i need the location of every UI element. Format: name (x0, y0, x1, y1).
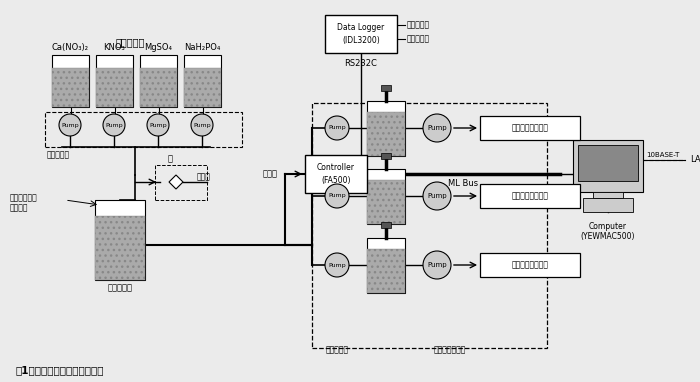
Bar (480, 116, 580, 140)
Bar (155, 165, 207, 200)
Bar (95, 216, 145, 280)
Bar (52, 68, 89, 107)
Text: Pump: Pump (427, 193, 447, 199)
Text: 供給ポンプ: 供給ポンプ (326, 345, 349, 354)
Text: (FA500): (FA500) (321, 176, 351, 186)
Text: 電磁弁: 電磁弁 (197, 173, 211, 181)
Bar (367, 180, 405, 224)
Text: Pump: Pump (328, 126, 346, 131)
Bar (305, 155, 367, 193)
Text: 温度センサ: 温度センサ (407, 34, 430, 44)
Text: 10BASE-T: 10BASE-T (646, 152, 680, 158)
Bar (381, 153, 391, 159)
Circle shape (59, 114, 81, 136)
Circle shape (325, 184, 349, 208)
Text: KNO₃: KNO₃ (104, 43, 125, 52)
Text: (IDL3200): (IDL3200) (342, 36, 380, 44)
Bar (593, 192, 623, 198)
Text: MgSO₄: MgSO₄ (144, 43, 172, 52)
Text: 動力噴霧ポンプ: 動力噴霧ポンプ (434, 345, 466, 354)
Circle shape (423, 251, 451, 279)
Text: 噴霧耕栽培ベッド: 噴霧耕栽培ベッド (512, 123, 549, 133)
Bar (367, 169, 405, 224)
Circle shape (423, 182, 451, 210)
Text: Controller: Controller (317, 163, 355, 173)
Text: 混合タンク: 混合タンク (108, 283, 132, 293)
Text: Pump: Pump (149, 123, 167, 128)
Bar (312, 103, 547, 348)
Bar (381, 85, 391, 91)
Text: 図1．噴霧耕組成制御システム: 図1．噴霧耕組成制御システム (15, 365, 104, 375)
Bar (573, 140, 643, 192)
Circle shape (423, 114, 451, 142)
Circle shape (325, 116, 349, 140)
Text: Pump: Pump (328, 262, 346, 267)
Text: LAN: LAN (690, 155, 700, 165)
Text: 噴霧耕栽培ベッド: 噴霧耕栽培ベッド (512, 191, 549, 201)
Text: 入出力: 入出力 (263, 170, 278, 178)
Bar (578, 145, 638, 181)
Bar (52, 55, 89, 107)
Bar (184, 55, 221, 107)
Bar (367, 112, 405, 156)
Text: Pump: Pump (61, 123, 79, 128)
Text: 水: 水 (167, 154, 172, 163)
Text: Pump: Pump (193, 123, 211, 128)
Text: Pump: Pump (105, 123, 122, 128)
Text: Pump: Pump (328, 194, 346, 199)
Text: Pump: Pump (427, 125, 447, 131)
Bar (96, 68, 133, 107)
Bar (480, 253, 580, 277)
Circle shape (103, 114, 125, 136)
Bar (367, 238, 405, 293)
Text: 噴霧耕栽培ベッド: 噴霧耕栽培ベッド (512, 261, 549, 269)
Text: NaH₂PO₄: NaH₂PO₄ (184, 43, 220, 52)
Circle shape (325, 253, 349, 277)
Bar (583, 198, 633, 212)
Text: フロートレス
スイッチ: フロートレス スイッチ (10, 193, 38, 212)
Bar (184, 68, 221, 107)
Text: Pump: Pump (427, 262, 447, 268)
Bar (367, 249, 405, 293)
Bar (367, 101, 405, 156)
Text: ML Bus: ML Bus (448, 180, 478, 188)
Text: 定量ポンプ: 定量ポンプ (47, 150, 70, 159)
Bar (96, 55, 133, 107)
Bar (480, 184, 580, 208)
Bar (381, 222, 391, 228)
Text: 日射センサ: 日射センサ (407, 21, 430, 29)
Circle shape (147, 114, 169, 136)
Text: Ca(NO₃)₂: Ca(NO₃)₂ (52, 43, 89, 52)
Text: Data Logger: Data Logger (337, 23, 384, 31)
Text: RS232C: RS232C (344, 58, 377, 68)
Text: Computer
(YEWMAC500): Computer (YEWMAC500) (581, 222, 636, 241)
Bar (45, 112, 242, 147)
Bar (140, 68, 177, 107)
Polygon shape (169, 175, 183, 189)
Bar (325, 15, 397, 53)
Circle shape (191, 114, 213, 136)
Bar (140, 55, 177, 107)
Text: 原液タンク: 原液タンク (116, 37, 145, 47)
Bar (95, 200, 145, 280)
